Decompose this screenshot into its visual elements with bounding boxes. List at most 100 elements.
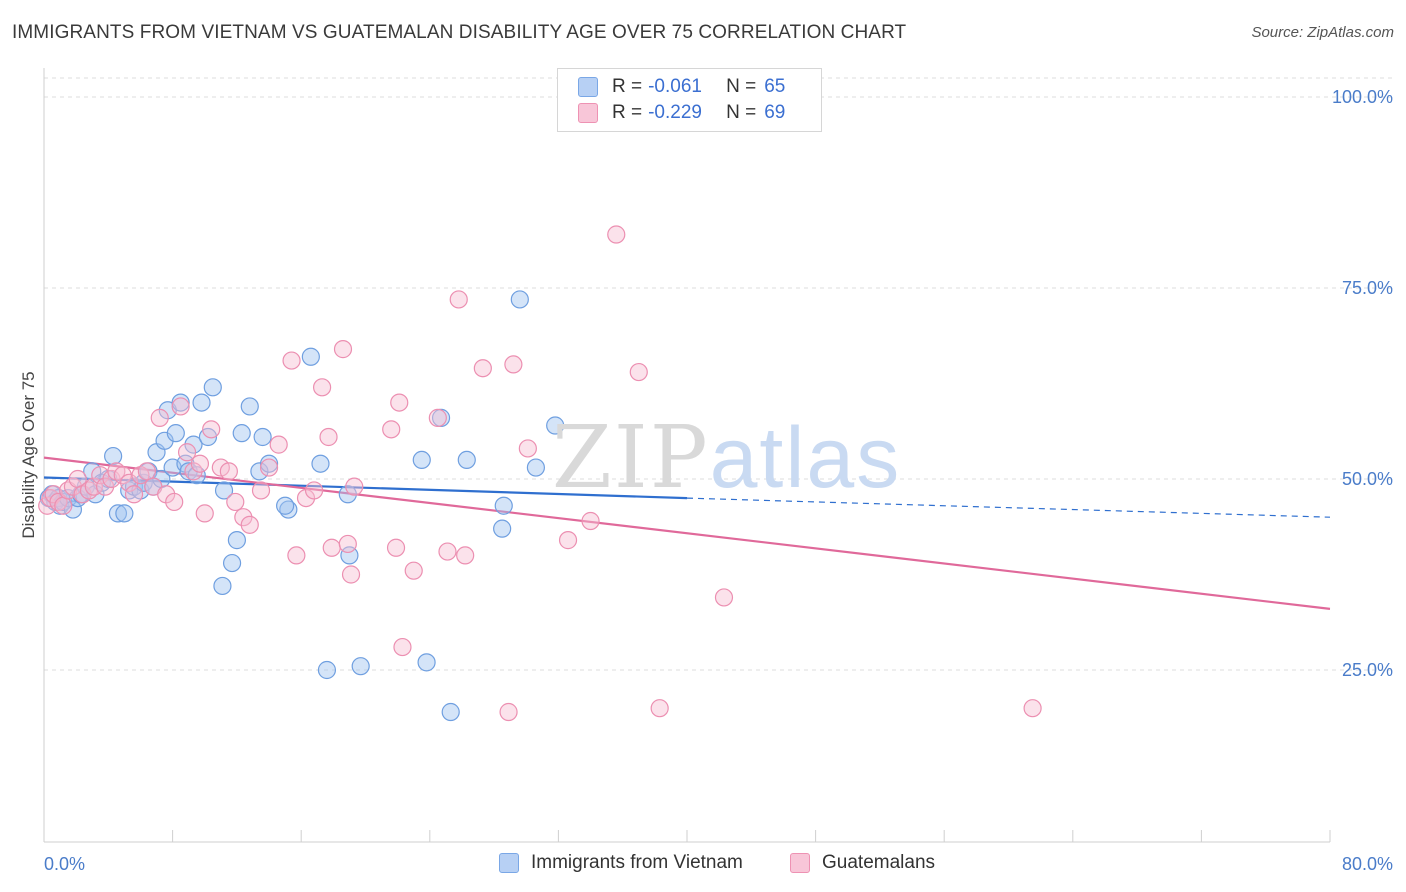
point-guatemala [428, 408, 447, 427]
point-vietnam [232, 424, 251, 443]
point-vietnam [412, 450, 431, 469]
point-vietnam [214, 481, 234, 500]
point-vietnam [222, 553, 242, 573]
point-guatemala [404, 561, 423, 580]
point-guatemala [165, 492, 184, 512]
point-vietnam [317, 660, 337, 680]
point-guatemala [177, 443, 197, 462]
point-vietnam [171, 393, 190, 412]
point-guatemala [438, 542, 457, 561]
point-guatemala [393, 637, 412, 657]
legend-swatch-vietnam [578, 77, 598, 97]
point-vietnam [213, 576, 232, 596]
chart-title: IMMIGRANTS FROM VIETNAM VS GUATEMALAN DI… [12, 22, 907, 43]
watermark-zip: ZIP [552, 408, 710, 508]
point-guatemala [251, 481, 271, 500]
point-vietnam [510, 290, 529, 309]
point-guatemala [287, 546, 306, 565]
point-guatemala [558, 531, 578, 550]
axes [43, 68, 1331, 843]
legend-label-vietnam: Immigrants from Vietnam [531, 852, 743, 873]
point-guatemala [184, 462, 203, 481]
point-guatemala [341, 565, 361, 584]
point-vietnam [104, 446, 123, 466]
stats-legend: R = -0.061 N = 65 R = -0.229 N = 69 [557, 68, 822, 132]
source-label: Source: ZipAtlas.com [1251, 24, 1394, 41]
point-vietnam [301, 347, 320, 366]
point-vietnam [108, 504, 128, 523]
point-guatemala [322, 538, 341, 557]
legend-row-vietnam: R = -0.061 N = 65 [578, 75, 785, 99]
point-guatemala [202, 420, 221, 439]
point-vietnam [166, 424, 185, 443]
point-guatemala [714, 588, 734, 607]
point-guatemala [319, 427, 338, 447]
point-guatemala [234, 508, 253, 527]
legend-n-label: N = [726, 102, 757, 123]
point-vietnam [417, 653, 436, 672]
watermark-atlas: atlas [709, 410, 902, 506]
point-guatemala [607, 225, 626, 244]
point-vietnam [192, 393, 211, 412]
y-tick-label: 75.0% [1342, 278, 1393, 298]
point-guatemala [386, 538, 406, 557]
point-vietnam [115, 504, 134, 523]
legend-n-label: N = [726, 76, 757, 97]
point-guatemala [113, 466, 132, 485]
y-axis-label: Disability Age Over 75 [19, 371, 38, 538]
legend-swatch-vietnam [499, 853, 519, 873]
point-vietnam [338, 485, 357, 504]
y-tick-label: 100.0% [1332, 87, 1393, 107]
legend-r-value: -0.061 [648, 76, 702, 97]
x-tick-label: 0.0% [44, 854, 85, 874]
point-vietnam [457, 450, 476, 469]
point-guatemala [226, 492, 245, 512]
legend-item-vietnam[interactable]: Immigrants from Vietnam [499, 852, 743, 874]
point-vietnam [441, 702, 460, 722]
point-guatemala [581, 511, 600, 531]
legend-n-value: 69 [764, 102, 786, 123]
point-guatemala [150, 408, 169, 427]
legend-label-guatemala: Guatemalans [822, 852, 936, 873]
point-vietnam [546, 416, 565, 435]
legend-row-guatemala: R = -0.229 N = 69 [578, 101, 785, 125]
point-vietnam [184, 435, 203, 454]
legend-n-value: 65 [764, 76, 786, 97]
point-guatemala [190, 454, 210, 473]
point-guatemala [95, 477, 115, 496]
grid-lines [44, 77, 1392, 671]
point-vietnam [253, 427, 272, 447]
point-guatemala [137, 462, 156, 481]
point-guatemala [240, 515, 259, 534]
point-guatemala [629, 362, 648, 382]
point-guatemala [390, 393, 409, 412]
point-guatemala [345, 477, 364, 496]
series-guatemala [38, 225, 1042, 722]
legend-r-value: -0.229 [648, 102, 702, 123]
point-vietnam [276, 496, 295, 515]
point-guatemala [219, 462, 238, 481]
point-vietnam [311, 454, 330, 473]
point-vietnam [494, 496, 513, 515]
trend-line-vietnam-extension [686, 497, 1331, 518]
point-vietnam [240, 397, 259, 416]
point-vietnam [227, 531, 246, 550]
point-guatemala [259, 458, 279, 477]
legend-r-label: R = [612, 76, 643, 97]
x-tick-label: 80.0% [1342, 854, 1393, 874]
legend-item-guatemala[interactable]: Guatemalans [790, 852, 935, 874]
point-guatemala [269, 435, 288, 454]
point-guatemala [171, 397, 190, 416]
point-guatemala [449, 290, 468, 309]
point-guatemala [382, 420, 401, 439]
watermark: ZIPatlas [552, 408, 901, 508]
point-guatemala [1023, 699, 1042, 718]
point-guatemala [282, 351, 301, 370]
point-vietnam [203, 378, 222, 397]
point-guatemala [518, 439, 537, 458]
point-guatemala [456, 546, 475, 565]
point-vietnam [259, 454, 279, 473]
point-guatemala [54, 496, 73, 515]
point-guatemala [124, 485, 144, 504]
